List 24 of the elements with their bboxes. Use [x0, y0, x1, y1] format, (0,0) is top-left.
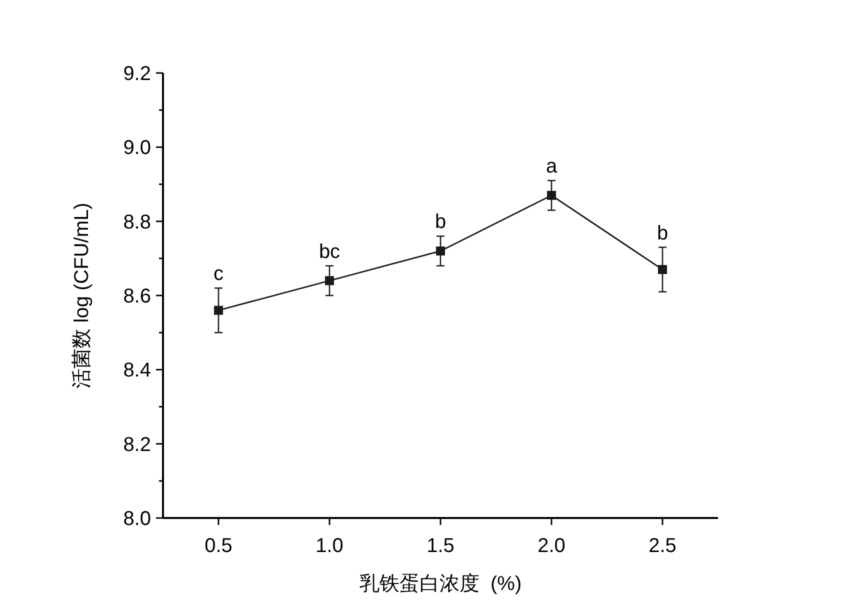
y-tick-label: 9.2: [123, 63, 151, 85]
x-tick-label: 1.5: [426, 535, 454, 557]
point: [436, 246, 445, 256]
annotation: bc: [318, 240, 340, 263]
y-tick-label: 8.4: [123, 360, 151, 382]
annotation: b: [656, 222, 668, 244]
annotation: c: [214, 263, 224, 286]
y-tick-label: 8.0: [123, 508, 151, 530]
point: [214, 306, 223, 315]
annotation: a: [546, 156, 558, 178]
x-tick-label: 2.0: [538, 535, 566, 557]
x-tick-label: 0.5: [204, 535, 232, 557]
annotation: b: [434, 211, 446, 234]
y-axis-title: 活菌数 log (CFU/mL): [71, 202, 93, 388]
point: [547, 190, 556, 200]
x-tick-label: 1.0: [316, 535, 344, 557]
point: [325, 276, 334, 286]
y-tick-label: 8.2: [123, 434, 151, 456]
x-axis-title: 乳铁蛋白浓度 (%): [359, 573, 522, 595]
point: [658, 265, 667, 274]
y-tick-label: 8.6: [123, 286, 151, 308]
y-tick-label: 9.0: [123, 137, 151, 160]
y-tick-label: 8.8: [123, 211, 151, 234]
x-tick-label: 2.5: [648, 535, 676, 557]
